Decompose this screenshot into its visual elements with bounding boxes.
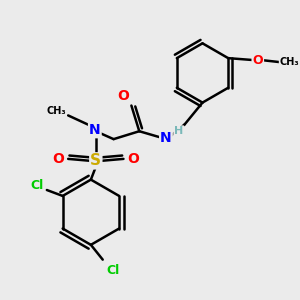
Text: Cl: Cl — [30, 178, 44, 192]
Text: O: O — [128, 152, 139, 166]
Text: CH₃: CH₃ — [46, 106, 66, 116]
Text: H: H — [174, 126, 183, 136]
Text: O: O — [118, 89, 129, 103]
Text: N: N — [89, 123, 100, 137]
Text: CH₃: CH₃ — [280, 57, 299, 67]
Text: O: O — [52, 152, 64, 166]
Text: N: N — [160, 131, 172, 145]
Text: S: S — [90, 153, 101, 168]
Text: O: O — [253, 54, 263, 67]
Text: Cl: Cl — [106, 264, 119, 277]
